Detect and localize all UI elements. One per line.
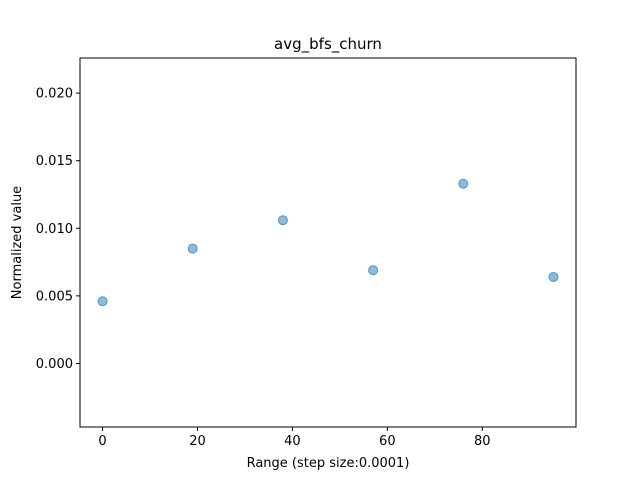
data-point [548, 271, 559, 282]
x-tick-label: 80 [474, 434, 491, 449]
data-point [187, 243, 198, 254]
y-tick-label: 0.005 [36, 289, 73, 304]
x-tick-label: 60 [379, 434, 396, 449]
y-tick-label: 0.010 [36, 222, 73, 237]
x-axis-label: Range (step size:0.0001) [247, 456, 410, 471]
data-point [368, 265, 379, 276]
y-tick-label: 0.015 [36, 154, 73, 169]
data-points [97, 178, 559, 307]
x-tick-label: 20 [189, 434, 206, 449]
y-tick-label: 0.000 [36, 357, 73, 372]
data-point [458, 178, 469, 189]
x-tick-label: 0 [98, 434, 106, 449]
y-tick-label: 0.020 [36, 87, 73, 102]
x-axis: 0 20 40 60 80 [98, 427, 491, 449]
axes-frame [79, 57, 577, 428]
y-axis-label: Normalized value [10, 186, 25, 299]
data-point [277, 215, 288, 226]
chart-title: avg_bfs_churn [274, 35, 382, 54]
data-point [97, 296, 108, 307]
plot-area [79, 57, 577, 428]
x-tick-label: 40 [284, 434, 301, 449]
y-axis: 0.000 0.005 0.010 0.015 0.020 [36, 87, 80, 372]
